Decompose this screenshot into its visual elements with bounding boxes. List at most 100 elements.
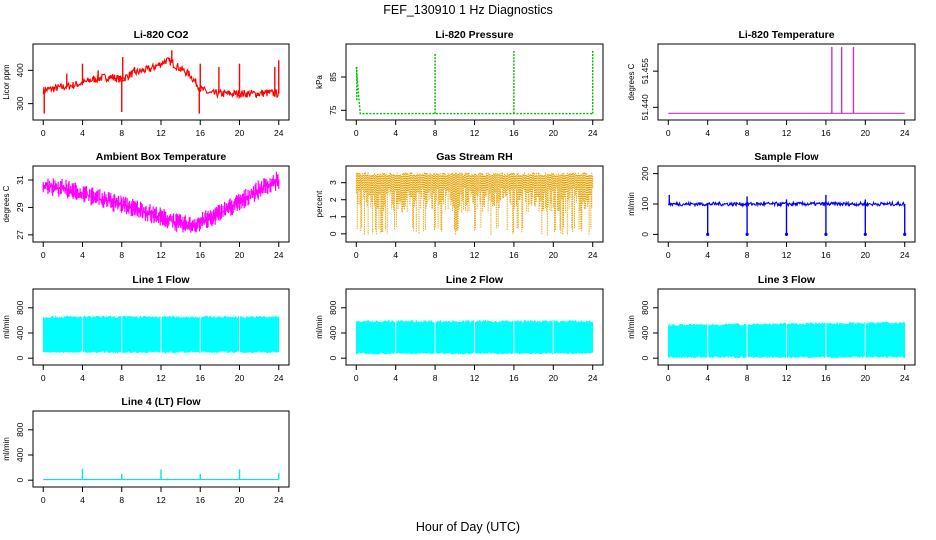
- flow-band: [83, 315, 122, 354]
- y-tick-label: 400: [328, 326, 338, 340]
- dropout-point: [784, 232, 789, 236]
- x-tick-label: 4: [80, 373, 85, 383]
- x-tick-label: 12: [782, 373, 792, 383]
- x-tick-label: 24: [588, 373, 598, 383]
- x-tick-label: 16: [196, 373, 206, 383]
- flow-band: [553, 319, 594, 355]
- x-tick-label: 8: [119, 250, 124, 260]
- y-tick-label: 800: [15, 422, 25, 436]
- figure-title: FEF_130910 1 Hz Diagnostics: [383, 3, 553, 17]
- x-tick-label: 12: [156, 128, 166, 138]
- x-tick-label: 12: [156, 495, 166, 505]
- panel-title: Line 3 Flow: [758, 274, 816, 286]
- y-tick-label: 0: [640, 232, 650, 237]
- y-tick-label: 0: [328, 356, 338, 361]
- y-tick-label: 800: [328, 300, 338, 314]
- flow-band: [161, 315, 200, 354]
- flow-band: [200, 315, 239, 354]
- flow-band: [240, 315, 280, 354]
- chart-panel: Li-820 Pressure kPa 0 4 8 12 16 20 24 75 85: [315, 29, 604, 138]
- x-tick-label: 12: [470, 373, 480, 383]
- y-tick-label: 200: [640, 166, 650, 180]
- x-tick-label: 16: [821, 373, 831, 383]
- y-tick-label: 75: [328, 105, 338, 115]
- y-tick-label: 29: [15, 202, 25, 212]
- y-tick-label: 3: [328, 180, 338, 185]
- y-tick-label: 800: [640, 300, 650, 314]
- x-tick-label: 0: [41, 250, 46, 260]
- panel-title: Li-820 Pressure: [435, 29, 513, 41]
- y-tick-label: 400: [15, 63, 25, 77]
- y-tick-label: 85: [328, 72, 338, 82]
- x-tick-label: 8: [433, 128, 438, 138]
- x-tick-label: 4: [705, 373, 710, 383]
- x-tick-label: 8: [745, 128, 750, 138]
- y-axis-label: ml/min: [315, 315, 324, 339]
- data-layer: [43, 468, 280, 481]
- x-tick-label: 12: [470, 128, 480, 138]
- dropout-point: [903, 232, 907, 236]
- x-tick-label: 4: [80, 250, 85, 260]
- x-tick-label: 8: [119, 128, 124, 138]
- x-tick-label: 24: [274, 250, 284, 260]
- x-tick-label: 24: [274, 373, 284, 383]
- x-tick-label: 0: [41, 495, 46, 505]
- x-tick-label: 8: [119, 373, 124, 383]
- y-tick-label: 0: [640, 356, 650, 361]
- panel-title: Li-820 Temperature: [738, 29, 834, 41]
- flow-band: [747, 322, 787, 359]
- flow-band: [435, 319, 475, 355]
- x-tick-label: 20: [235, 495, 245, 505]
- data-layer: [42, 171, 280, 233]
- y-tick-label: 27: [15, 230, 25, 240]
- x-tick-label: 4: [705, 128, 710, 138]
- data-layer: [355, 172, 594, 236]
- y-tick-label: 0: [328, 231, 338, 236]
- panel-title: Li-820 CO2: [134, 29, 189, 41]
- x-tick-label: 8: [433, 373, 438, 383]
- y-tick-label: 400: [15, 448, 25, 462]
- x-tick-label: 20: [235, 250, 245, 260]
- panel-title: Line 4 (LT) Flow: [121, 396, 201, 408]
- x-tick-label: 0: [666, 373, 671, 383]
- x-tick-label: 16: [509, 373, 519, 383]
- flow-band: [42, 315, 82, 354]
- x-tick-label: 16: [196, 495, 206, 505]
- data-layer: [667, 194, 907, 236]
- plot-frame: [657, 43, 916, 121]
- x-tick-label: 4: [393, 250, 398, 260]
- x-tick-label: 24: [588, 128, 598, 138]
- y-tick-label: 0: [15, 356, 25, 361]
- x-tick-label: 20: [549, 250, 559, 260]
- x-tick-label: 8: [745, 250, 750, 260]
- x-tick-label: 8: [119, 495, 124, 505]
- y-tick-label: 2: [328, 197, 338, 202]
- x-tick-label: 20: [861, 250, 871, 260]
- panel-title: Sample Flow: [754, 151, 819, 163]
- x-tick-label: 4: [393, 373, 398, 383]
- x-tick-label: 0: [41, 373, 46, 383]
- plot-frame: [32, 165, 290, 243]
- y-axis-label: ml/min: [627, 192, 636, 216]
- x-tick-label: 16: [821, 128, 831, 138]
- x-tick-label: 20: [861, 128, 871, 138]
- x-tick-label: 0: [666, 128, 671, 138]
- x-tick-label: 16: [509, 250, 519, 260]
- x-tick-label: 4: [705, 250, 710, 260]
- flow-band: [355, 319, 396, 355]
- y-axis-label: kPa: [315, 75, 324, 89]
- panel-title: Gas Stream RH: [436, 151, 512, 163]
- x-tick-label: 20: [861, 373, 871, 383]
- x-tick-label: 4: [80, 128, 85, 138]
- flow-band: [708, 322, 747, 359]
- x-tick-label: 0: [354, 128, 359, 138]
- flow-band: [474, 319, 514, 355]
- data-layer: [667, 321, 906, 359]
- y-axis-label: Licor ppm: [2, 64, 11, 99]
- y-tick-label: 800: [15, 300, 25, 314]
- rh-series: [355, 172, 594, 236]
- figure-xlabel: Hour of Day (UTC): [416, 520, 520, 534]
- x-tick-label: 8: [745, 373, 750, 383]
- panel-title: Line 1 Flow: [132, 274, 190, 286]
